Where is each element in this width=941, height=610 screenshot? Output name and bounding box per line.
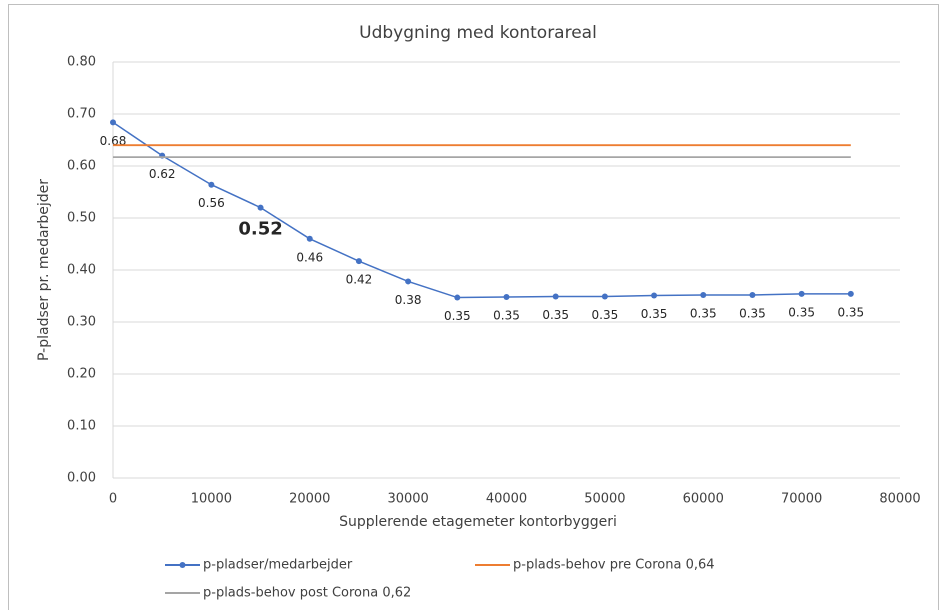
data-point bbox=[503, 294, 510, 301]
data-label: 0.35 bbox=[592, 308, 619, 322]
legend-marker bbox=[179, 562, 186, 568]
x-tick-label: 20000 bbox=[289, 492, 330, 507]
data-point bbox=[700, 291, 707, 298]
data-point bbox=[257, 204, 264, 211]
x-tick-label: 10000 bbox=[191, 492, 232, 507]
x-tick-label: 30000 bbox=[387, 492, 428, 507]
legend-label: p-plads-behov post Corona 0,62 bbox=[203, 586, 411, 601]
y-tick-label: 0.50 bbox=[67, 211, 96, 226]
data-point bbox=[110, 119, 116, 126]
data-label: 0.35 bbox=[493, 309, 520, 323]
y-tick-label: 0.10 bbox=[67, 419, 96, 434]
data-point bbox=[552, 293, 559, 300]
x-tick-label: 50000 bbox=[584, 492, 625, 507]
data-label: 0.35 bbox=[837, 305, 864, 319]
x-tick-label: 40000 bbox=[486, 492, 527, 507]
data-point bbox=[306, 235, 313, 242]
chart-frame bbox=[8, 4, 939, 610]
x-axis-title: Supplerende etagemeter kontorbyggeri bbox=[339, 514, 617, 530]
data-label: 0.38 bbox=[395, 293, 422, 307]
series-line bbox=[112, 121, 851, 299]
y-tick-label: 0.40 bbox=[67, 263, 96, 278]
y-tick-label: 0.80 bbox=[67, 55, 96, 70]
data-point bbox=[405, 278, 412, 285]
y-tick-label: 0.00 bbox=[67, 471, 96, 486]
legend-label: p-plads-behov pre Corona 0,64 bbox=[513, 558, 715, 573]
data-label: 0.62 bbox=[149, 167, 176, 181]
data-point bbox=[847, 290, 854, 297]
data-point bbox=[651, 292, 658, 299]
x-tick-label: 70000 bbox=[781, 492, 822, 507]
y-tick-label: 0.30 bbox=[67, 315, 96, 330]
data-label: 0.52 bbox=[238, 219, 282, 240]
data-label: 0.46 bbox=[296, 250, 323, 264]
data-label: 0.35 bbox=[739, 306, 766, 320]
data-point bbox=[454, 294, 461, 301]
data-label: 0.35 bbox=[788, 305, 815, 319]
y-axis-title: P-pladser pr. medarbejder bbox=[36, 179, 52, 361]
y-tick-label: 0.70 bbox=[67, 107, 96, 122]
data-label: 0.35 bbox=[444, 309, 471, 323]
data-point bbox=[749, 291, 756, 298]
data-label: 0.35 bbox=[542, 308, 569, 322]
x-tick-label: 80000 bbox=[879, 492, 920, 507]
data-label: 0.35 bbox=[690, 306, 717, 320]
data-point bbox=[355, 258, 362, 265]
data-label: 0.35 bbox=[641, 307, 668, 321]
data-point bbox=[601, 293, 608, 300]
legend-label: p-pladser/medarbejder bbox=[203, 558, 353, 573]
chart-title: Udbygning med kontorareal bbox=[359, 23, 597, 43]
data-point bbox=[798, 290, 805, 297]
x-tick-label: 0 bbox=[109, 492, 117, 507]
data-label: 0.42 bbox=[346, 273, 373, 287]
data-point bbox=[208, 181, 215, 188]
data-label: 0.56 bbox=[198, 196, 225, 210]
y-tick-label: 0.20 bbox=[67, 367, 96, 382]
x-tick-label: 60000 bbox=[683, 492, 724, 507]
y-tick-label: 0.60 bbox=[67, 159, 96, 174]
